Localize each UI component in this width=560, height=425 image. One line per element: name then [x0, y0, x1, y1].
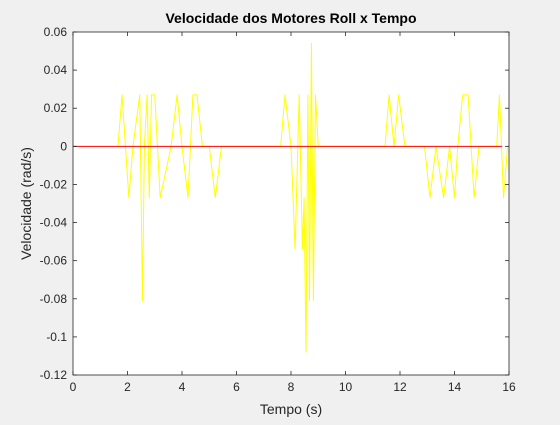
y-tick-label: -0.04 [40, 216, 68, 230]
series-layer [73, 42, 509, 353]
axes-box [72, 31, 510, 376]
x-tick-label: 0 [70, 380, 77, 394]
y-tick-label: -0.1 [46, 330, 67, 344]
y-tick-label: -0.08 [40, 292, 68, 306]
x-tick-label: 10 [339, 380, 353, 394]
y-tick-label: 0 [60, 139, 67, 153]
y-tick-label: -0.02 [40, 177, 68, 191]
x-tick-label: 6 [233, 380, 240, 394]
x-tick-label: 2 [124, 380, 131, 394]
x-tick-label: 4 [179, 380, 186, 394]
tick-layer: 0 2 4 6 8 10 12 14 16 0.06 0.04 0.02 0 -0.02 -0.04 -0.0… [40, 25, 516, 394]
chart-title: Velocidade dos Motores Roll x Tempo [165, 10, 416, 26]
series-line-0 [117, 42, 509, 353]
y-tick-label: -0.12 [40, 368, 68, 382]
plot-area [73, 32, 509, 375]
x-tick-label: 16 [502, 380, 516, 394]
y-axis-label: Velocidade (rad/s) [18, 147, 34, 260]
y-tick-label: 0.04 [44, 63, 68, 77]
x-tick-label: 14 [448, 380, 462, 394]
x-tick-label: 12 [393, 380, 407, 394]
y-tick-label: -0.06 [40, 254, 68, 268]
x-axis-label: Tempo (s) [260, 401, 322, 417]
x-tick-label: 8 [288, 380, 295, 394]
y-tick-label: 0.02 [44, 101, 68, 115]
y-tick-label: 0.06 [44, 25, 68, 39]
